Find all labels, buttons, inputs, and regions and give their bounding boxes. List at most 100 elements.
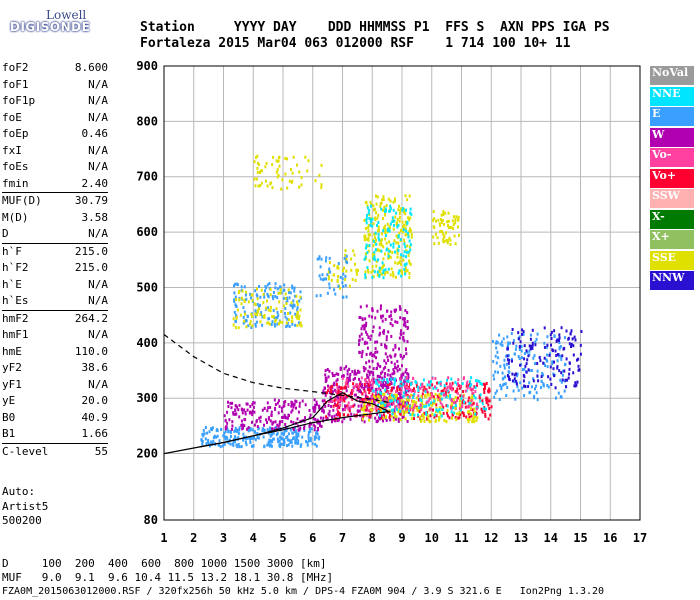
echo-point (449, 238, 452, 242)
echo-point (459, 404, 462, 408)
echo-point (335, 379, 338, 383)
echo-point (513, 380, 516, 384)
echo-point (397, 248, 400, 252)
echo-point (401, 356, 404, 360)
echo-point (543, 356, 546, 360)
echo-point (437, 418, 440, 422)
echo-point (394, 405, 397, 409)
echo-point (404, 194, 407, 198)
echo-point (382, 367, 385, 371)
echo-point (396, 262, 399, 265)
echo-point (326, 273, 329, 277)
echo-point (397, 410, 400, 414)
echo-point (385, 204, 388, 207)
echo-point (290, 410, 293, 414)
echo-point (308, 416, 311, 420)
echo-point (276, 311, 279, 314)
echo-point (317, 257, 320, 261)
echo-point (398, 411, 401, 415)
echo-point (338, 406, 341, 410)
echo-point (375, 202, 378, 206)
echo-point (382, 378, 385, 382)
echo-point (240, 419, 243, 423)
echo-point (259, 415, 262, 419)
echo-point (263, 428, 266, 432)
echo-point (412, 376, 414, 380)
echo-point (384, 388, 387, 392)
echo-point (368, 388, 371, 392)
echo-point (347, 377, 350, 381)
echo-point (551, 362, 554, 366)
echo-point (392, 224, 395, 227)
echo-point (389, 399, 392, 403)
echo-point (365, 395, 368, 398)
echo-point (296, 316, 299, 320)
echo-point (398, 216, 401, 219)
echo-point (402, 409, 405, 413)
echo-point (509, 341, 511, 345)
echo-point (395, 223, 398, 226)
echo-point (256, 425, 259, 428)
echo-point (493, 377, 496, 381)
echo-point (391, 412, 394, 416)
echo-point (471, 420, 474, 424)
header-line-2: Fortaleza 2015 Mar04 063 012000 RSF 1 71… (140, 36, 571, 51)
echo-point (389, 322, 392, 325)
x-tick-label: 14 (544, 531, 558, 545)
echo-point (475, 402, 478, 406)
echo-point (550, 382, 553, 386)
echo-point (443, 418, 446, 422)
echo-point (324, 369, 327, 373)
echo-point (226, 427, 229, 431)
echo-point (366, 384, 369, 388)
param-name: MUF(D) (2, 194, 42, 207)
distance-scale: D 100 200 400 600 800 1000 1500 3000 [km… (2, 557, 327, 570)
echo-point (367, 335, 370, 339)
echo-point (489, 413, 492, 417)
param-name: C-level (2, 444, 49, 458)
echo-point (414, 403, 417, 407)
echo-point (394, 197, 396, 201)
echo-point (570, 342, 573, 346)
echo-point (398, 405, 401, 409)
echo-point (328, 261, 331, 264)
echo-point (522, 330, 525, 334)
echo-point (327, 400, 330, 404)
echo-point (249, 441, 252, 444)
echo-point (296, 163, 298, 167)
echo-point (280, 187, 283, 191)
echo-point (385, 378, 388, 382)
echo-point (250, 437, 252, 440)
echo-point (485, 382, 488, 385)
echo-point (274, 407, 277, 411)
echo-point (487, 399, 490, 403)
echo-point (379, 307, 382, 311)
echo-point (380, 201, 383, 205)
echo-point (375, 211, 378, 215)
echo-point (376, 195, 379, 199)
echo-point (413, 392, 416, 396)
echo-point (258, 163, 260, 167)
echo-point (466, 380, 469, 384)
echo-point (413, 400, 416, 404)
echo-point (421, 385, 423, 389)
param-value: N/A (88, 227, 108, 240)
echo-point (308, 439, 310, 443)
echo-point (390, 334, 393, 338)
echo-point (286, 157, 288, 161)
echo-point (424, 390, 427, 394)
param-value: 2.40 (81, 176, 109, 190)
echo-point (390, 408, 393, 412)
echo-point (277, 424, 280, 428)
echo-point (301, 435, 304, 439)
echo-point (242, 432, 245, 436)
echo-point (408, 230, 411, 234)
echo-point (382, 257, 385, 261)
echo-point (441, 403, 444, 407)
echo-point (358, 377, 360, 381)
echo-point (516, 374, 518, 378)
echo-point (352, 378, 355, 382)
echo-point (404, 393, 407, 397)
echo-point (371, 399, 373, 403)
echo-point (543, 326, 546, 330)
